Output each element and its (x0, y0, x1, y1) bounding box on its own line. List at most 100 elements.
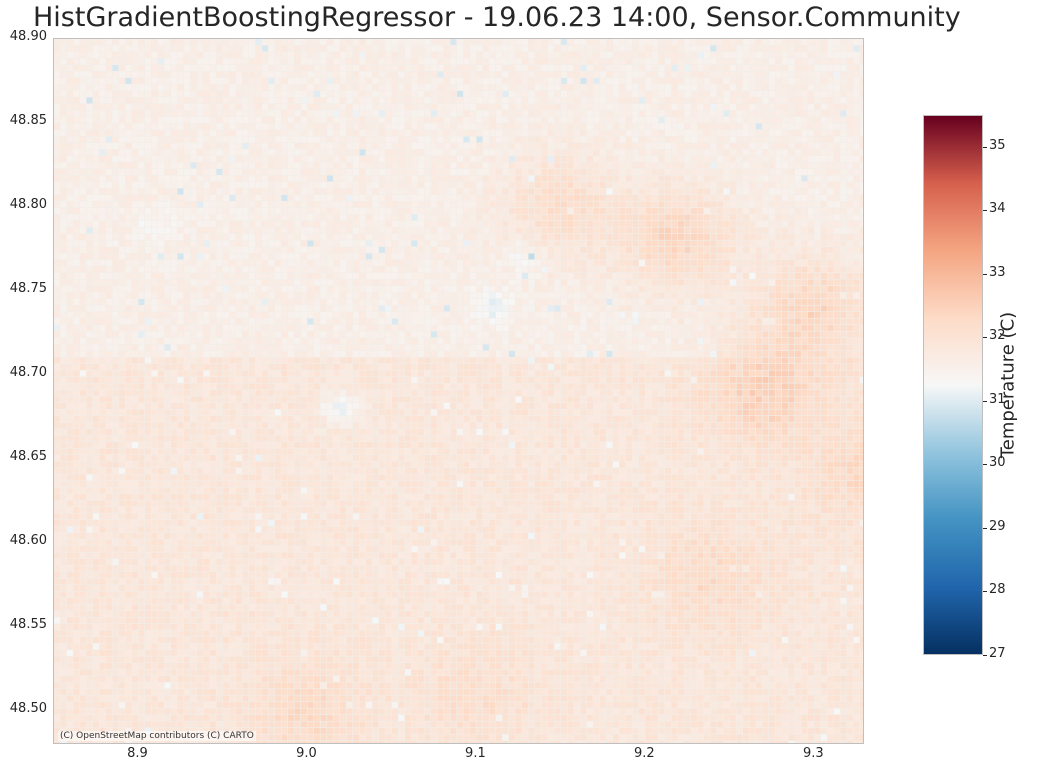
heatmap-cell (405, 201, 411, 208)
heatmap-cell (138, 201, 145, 208)
heatmap-cell (366, 195, 372, 201)
heatmap-cell (197, 195, 203, 201)
heatmap-cell (418, 195, 424, 201)
heatmap-cell (385, 143, 392, 149)
heatmap-cell (457, 65, 463, 71)
heatmap-cell (717, 292, 723, 299)
heatmap-cell (307, 65, 314, 71)
heatmap-cell (619, 221, 626, 227)
heatmap-cell (67, 136, 73, 143)
heatmap-cell (73, 292, 80, 299)
heatmap-cell (580, 201, 587, 208)
heatmap-cell (541, 266, 548, 273)
heatmap-cell (320, 52, 327, 58)
heatmap-cell (567, 214, 574, 221)
heatmap-cell (190, 123, 197, 130)
heatmap-cell (301, 234, 307, 240)
heatmap-cell (210, 260, 216, 266)
heatmap-cell (808, 201, 814, 208)
heatmap-cell (600, 214, 606, 221)
heatmap-cell (177, 123, 184, 130)
heatmap-cell (515, 110, 522, 117)
heatmap-cell (353, 227, 359, 234)
heatmap-cell (333, 292, 340, 299)
heatmap-cell (567, 195, 574, 201)
heatmap-cell (112, 117, 119, 123)
heatmap-cell (164, 117, 171, 123)
heatmap-cell (457, 143, 463, 149)
heatmap-cell (470, 201, 476, 208)
heatmap-cell (840, 45, 847, 52)
heatmap-cell (593, 227, 600, 234)
heatmap-cell (281, 247, 288, 253)
heatmap-cell (808, 156, 814, 162)
heatmap-cell (327, 97, 333, 104)
heatmap-cell (574, 279, 580, 286)
heatmap-cell (775, 214, 782, 221)
heatmap-cell (567, 136, 574, 143)
heatmap-cell (652, 136, 658, 143)
heatmap-cell (437, 286, 444, 292)
heatmap-cell (457, 130, 463, 136)
heatmap-cell (294, 45, 301, 52)
heatmap-cell (54, 201, 60, 208)
heatmap-cell (613, 286, 619, 292)
heatmap-cell (470, 227, 476, 234)
heatmap-cell (756, 162, 762, 169)
heatmap-cell (658, 188, 665, 195)
heatmap-cell (704, 188, 710, 195)
heatmap-cell (554, 273, 561, 279)
heatmap-cell (665, 91, 671, 97)
heatmap-cell (476, 45, 483, 52)
heatmap-cell (704, 52, 710, 58)
heatmap-cell (177, 45, 184, 52)
heatmap-cell (249, 136, 255, 143)
heatmap-cell (359, 182, 366, 188)
heatmap-cell (658, 182, 665, 188)
heatmap-cell (704, 91, 710, 97)
heatmap-cell (515, 45, 522, 52)
heatmap-cell (684, 52, 691, 58)
heatmap-cell (210, 136, 216, 143)
heatmap-cell (405, 143, 411, 149)
heatmap-cell (99, 253, 106, 260)
heatmap-cell (658, 149, 665, 156)
heatmap-cell (619, 39, 626, 45)
heatmap-cell (359, 130, 366, 136)
heatmap-cell (99, 78, 106, 84)
heatmap-cell (619, 162, 626, 169)
heatmap-cell (762, 104, 769, 110)
heatmap-cell (522, 104, 528, 110)
heatmap-cell (67, 208, 73, 214)
heatmap-cell (255, 292, 262, 299)
heatmap-cell (496, 52, 502, 58)
heatmap-cell (268, 286, 275, 292)
heatmap-cell (684, 65, 691, 71)
heatmap-cell (320, 266, 327, 273)
heatmap-cell (730, 273, 736, 279)
heatmap-cell (99, 91, 106, 97)
heatmap-cell (834, 175, 840, 182)
heatmap-cell (522, 117, 528, 123)
heatmap-cell (216, 247, 223, 253)
heatmap-cell (606, 110, 613, 117)
heatmap-cell (678, 260, 684, 266)
heatmap-cell (606, 130, 613, 136)
heatmap-cell (203, 240, 210, 247)
heatmap-cell (470, 39, 476, 45)
heatmap-cell (574, 234, 580, 240)
heatmap-cell (229, 104, 236, 110)
heatmap-cell (119, 143, 125, 149)
heatmap-cell (333, 156, 340, 162)
heatmap-cell (723, 221, 730, 227)
heatmap-cell (567, 266, 574, 273)
heatmap-cell (398, 45, 405, 52)
heatmap-cell (749, 240, 756, 247)
heatmap-cell (262, 195, 268, 201)
heatmap-cell (353, 91, 359, 97)
heatmap-cell (606, 201, 613, 208)
heatmap-cell (840, 208, 847, 214)
heatmap-cell (652, 195, 658, 201)
heatmap-cell (853, 156, 860, 162)
heatmap-cell (379, 123, 385, 130)
